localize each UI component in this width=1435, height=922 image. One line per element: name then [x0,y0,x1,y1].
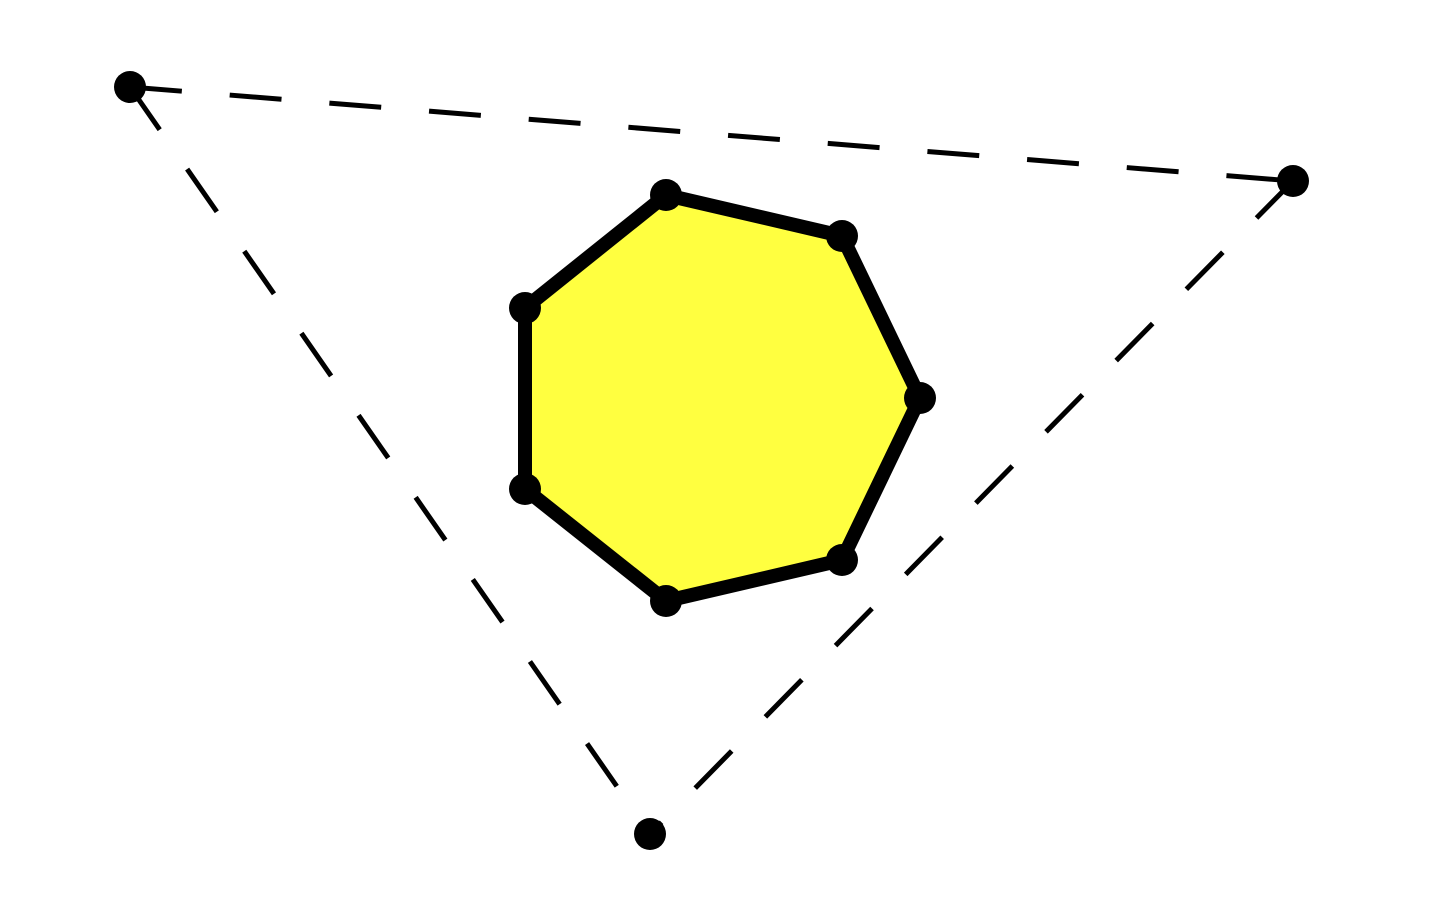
heptagon-vertex [826,220,858,252]
heptagon-vertex [826,544,858,576]
triangle-vertex [114,71,146,103]
triangle-vertex [634,818,666,850]
triangle-edge-left [127,85,653,836]
triangle-vertex [1277,165,1309,197]
outer-triangle [127,84,1295,836]
triangle-vertices [114,71,1309,850]
heptagon-vertices [509,179,936,617]
heptagon [518,188,927,608]
heptagon-vertex [509,292,541,324]
heptagon-vertex [904,382,936,414]
heptagon-vertex [650,179,682,211]
heptagon-vertex [509,473,541,505]
heptagon-vertex [650,585,682,617]
